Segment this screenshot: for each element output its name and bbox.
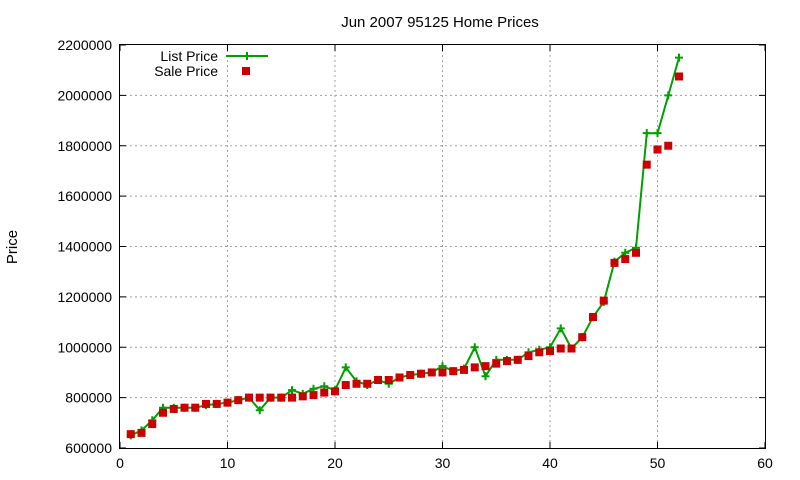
data-point-list-price — [470, 343, 479, 352]
data-point-list-price — [255, 406, 264, 415]
x-tick-label: 30 — [435, 455, 451, 471]
data-point-sale-price — [481, 362, 490, 371]
data-point-sale-price — [503, 357, 511, 366]
data-point-sale-price — [234, 396, 243, 405]
y-tick-label: 1600000 — [57, 188, 112, 204]
chart-title: Jun 2007 95125 Home Prices — [341, 14, 539, 31]
data-point-sale-price — [159, 408, 167, 417]
data-point-sale-price — [266, 393, 275, 402]
data-point-sale-price — [438, 368, 447, 377]
data-point-sale-price — [642, 160, 651, 169]
y-tick-label: 800000 — [65, 390, 112, 406]
data-point-sale-price — [535, 348, 544, 357]
x-tick-label: 20 — [327, 455, 343, 471]
data-point-list-price — [653, 129, 662, 138]
x-tick-label: 10 — [220, 455, 236, 471]
data-point-sale-price — [180, 403, 189, 412]
tick-labels: 0 10 20 30 40 50 60 600000 800000 1000000 1200000 1… — [57, 37, 773, 471]
data-point-sale-price — [191, 403, 200, 412]
data-point-list-price — [481, 372, 490, 381]
data-point-sale-price — [320, 388, 329, 397]
data-point-list-price — [675, 53, 683, 62]
data-point-list-price — [664, 91, 673, 100]
data-point-sale-price — [352, 379, 361, 388]
y-tick-label: 1200000 — [57, 289, 112, 305]
data-point-sale-price — [427, 368, 436, 377]
legend-label-sale-price: Sale Price — [154, 63, 218, 79]
data-point-sale-price — [384, 375, 393, 384]
data-point-sale-price — [288, 393, 296, 402]
data-point-sale-price — [148, 420, 157, 429]
data-point-sale-price — [309, 391, 318, 400]
data-point-sale-price — [395, 373, 404, 382]
x-tick-label: 0 — [116, 455, 124, 471]
series-sale-price — [126, 72, 683, 439]
data-point-sale-price — [137, 428, 146, 437]
y-tick-label: 1800000 — [57, 138, 112, 154]
data-point-list-price — [642, 129, 651, 138]
y-tick-label: 1400000 — [57, 239, 112, 255]
y-tick-label: 1000000 — [57, 339, 112, 355]
data-point-sale-price — [546, 347, 554, 356]
series-line-list-price — [130, 57, 680, 437]
y-axis-label: Price — [4, 230, 21, 264]
data-point-sale-price — [212, 399, 221, 408]
data-point-sale-price — [556, 344, 565, 353]
data-point-sale-price — [578, 333, 587, 342]
grid-lines — [120, 45, 765, 448]
data-point-list-price — [341, 363, 350, 372]
y-tick-label: 2200000 — [57, 37, 112, 53]
data-point-sale-price — [341, 381, 350, 390]
legend: List Price Sale Price — [154, 48, 268, 79]
data-point-sale-price — [632, 248, 640, 257]
data-point-sale-price — [417, 369, 425, 378]
data-point-sale-price — [245, 393, 253, 402]
data-point-list-price — [556, 324, 565, 333]
data-point-sale-price — [449, 367, 458, 376]
data-point-sale-price — [621, 255, 630, 264]
data-point-sale-price — [492, 359, 501, 368]
data-point-sale-price — [277, 393, 286, 402]
data-point-sale-price — [470, 363, 479, 372]
data-point-sale-price — [524, 352, 533, 361]
data-point-sale-price — [363, 379, 372, 388]
series-layer — [126, 53, 683, 440]
plot-frame — [119, 44, 766, 449]
data-point-sale-price — [653, 145, 662, 154]
data-point-sale-price — [513, 355, 522, 364]
data-point-sale-price — [664, 141, 673, 150]
data-point-sale-price — [675, 72, 683, 81]
data-point-sale-price — [298, 392, 307, 401]
y-tick-label: 2000000 — [57, 87, 112, 103]
data-point-sale-price — [610, 258, 619, 267]
data-point-sale-price — [599, 296, 608, 305]
data-point-list-price — [288, 386, 296, 395]
data-point-sale-price — [202, 399, 210, 408]
data-point-sale-price — [374, 375, 382, 384]
y-tick-label: 600000 — [65, 440, 112, 456]
x-tick-label: 40 — [542, 455, 558, 471]
data-point-sale-price — [223, 398, 232, 407]
data-point-sale-price — [460, 365, 468, 374]
data-point-sale-price — [255, 393, 264, 402]
legend-marker-sale-price — [242, 67, 250, 75]
legend-marker-list-price — [243, 52, 251, 60]
legend-label-list-price: List Price — [160, 48, 218, 64]
x-tick-label: 60 — [757, 455, 773, 471]
data-point-sale-price — [567, 344, 576, 353]
data-point-sale-price — [406, 370, 415, 379]
data-point-sale-price — [331, 387, 339, 396]
data-point-sale-price — [589, 313, 597, 322]
data-point-sale-price — [126, 430, 135, 439]
x-tick-label: 50 — [650, 455, 666, 471]
data-point-sale-price — [169, 404, 178, 413]
